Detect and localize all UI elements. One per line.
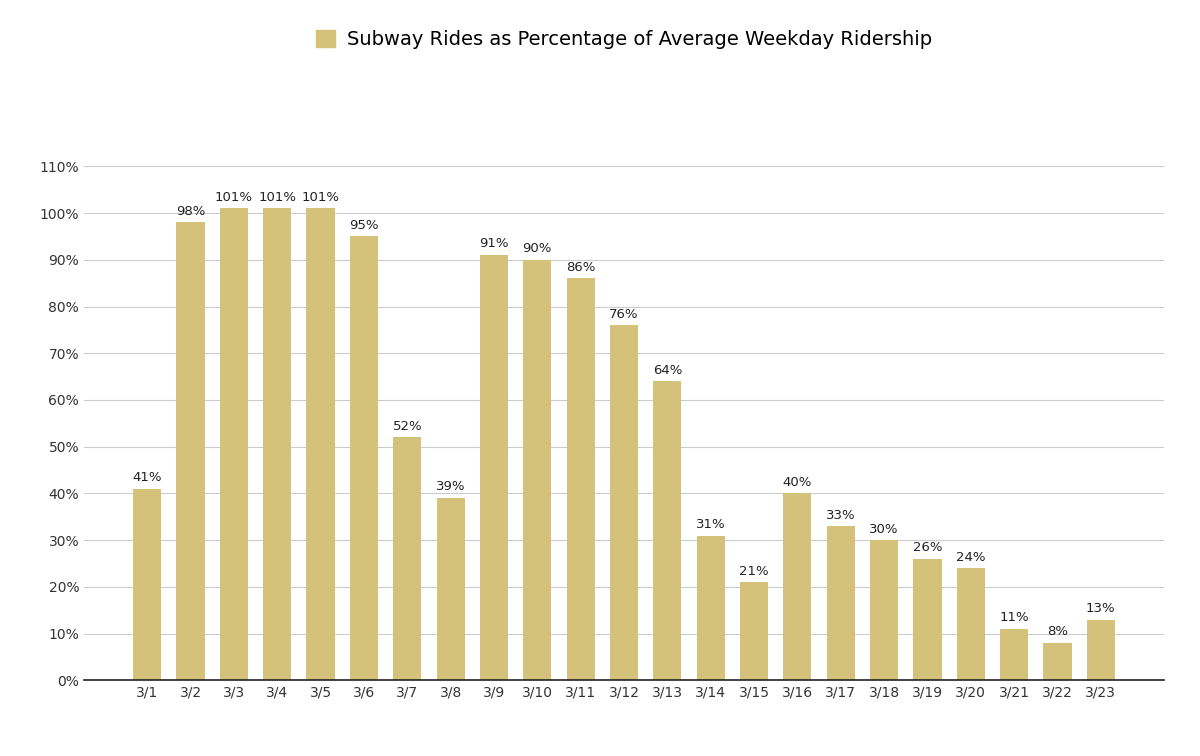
Text: 101%: 101% [215, 191, 253, 203]
Bar [523, 260, 551, 680]
Text: 33%: 33% [826, 509, 856, 522]
Text: 86%: 86% [566, 261, 595, 274]
Text: 13%: 13% [1086, 602, 1116, 615]
Bar [610, 325, 638, 680]
Bar [566, 278, 595, 680]
Text: 11%: 11% [1000, 612, 1028, 624]
Text: 98%: 98% [176, 205, 205, 218]
Text: 91%: 91% [479, 237, 509, 250]
Legend: Subway Rides as Percentage of Average Weekday Ridership: Subway Rides as Percentage of Average We… [308, 22, 940, 57]
Bar [1043, 643, 1072, 680]
Text: 90%: 90% [523, 242, 552, 255]
Bar [697, 535, 725, 680]
Text: 21%: 21% [739, 565, 769, 578]
Bar [740, 582, 768, 680]
Text: 101%: 101% [301, 191, 340, 203]
Bar [220, 209, 248, 680]
Bar [437, 498, 464, 680]
Bar [394, 438, 421, 680]
Text: 64%: 64% [653, 364, 682, 376]
Bar [653, 381, 682, 680]
Bar [956, 569, 985, 680]
Text: 8%: 8% [1046, 625, 1068, 638]
Bar [1000, 629, 1028, 680]
Bar [827, 526, 854, 680]
Text: 41%: 41% [132, 471, 162, 484]
Bar [1087, 620, 1115, 680]
Text: 26%: 26% [913, 541, 942, 554]
Text: 24%: 24% [956, 550, 985, 563]
Bar [480, 255, 508, 680]
Bar [870, 541, 898, 680]
Text: 30%: 30% [869, 522, 899, 535]
Bar [306, 209, 335, 680]
Text: 40%: 40% [782, 476, 812, 489]
Text: 52%: 52% [392, 420, 422, 432]
Text: 76%: 76% [610, 308, 638, 321]
Bar [263, 209, 292, 680]
Text: 101%: 101% [258, 191, 296, 203]
Bar [913, 559, 942, 680]
Bar [350, 237, 378, 680]
Bar [784, 494, 811, 680]
Text: 39%: 39% [436, 481, 466, 494]
Text: 95%: 95% [349, 218, 379, 232]
Text: 31%: 31% [696, 518, 726, 531]
Bar [176, 222, 205, 680]
Bar [133, 489, 161, 680]
